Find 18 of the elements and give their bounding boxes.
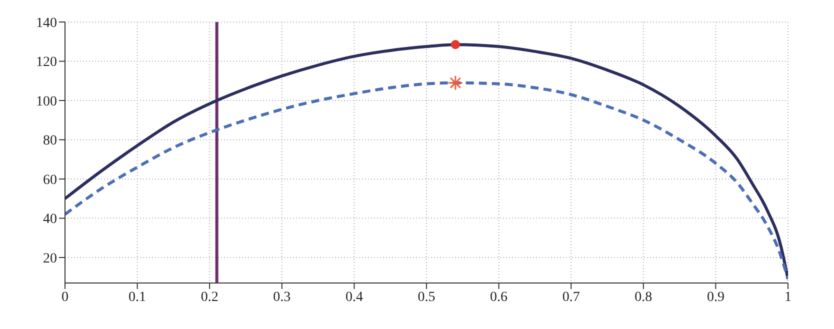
x-tick-label: 0.7: [562, 290, 580, 305]
y-tick-label: 20: [43, 251, 57, 266]
x-tick-label: 1: [784, 290, 792, 305]
y-tick-label: 120: [36, 55, 57, 70]
x-tick-label: 0.1: [128, 290, 146, 305]
x-tick-label: 0.4: [345, 290, 363, 305]
y-tick-label: 80: [43, 134, 57, 149]
x-tick-label: 0.6: [490, 290, 508, 305]
y-tick-label: 40: [43, 212, 57, 228]
y-tick-label: 100: [36, 94, 57, 110]
y-tick-label: 140: [36, 16, 57, 31]
x-tick-label: 0: [62, 290, 68, 305]
x-tick-label: 0.2: [200, 290, 218, 305]
x-tick-label: 0.5: [418, 290, 436, 305]
y-tick-label: 60: [43, 172, 57, 188]
x-tick-label: 0.8: [634, 290, 652, 305]
x-tick-label: 0.9: [706, 290, 724, 305]
x-tick-label: 0.3: [273, 290, 291, 305]
